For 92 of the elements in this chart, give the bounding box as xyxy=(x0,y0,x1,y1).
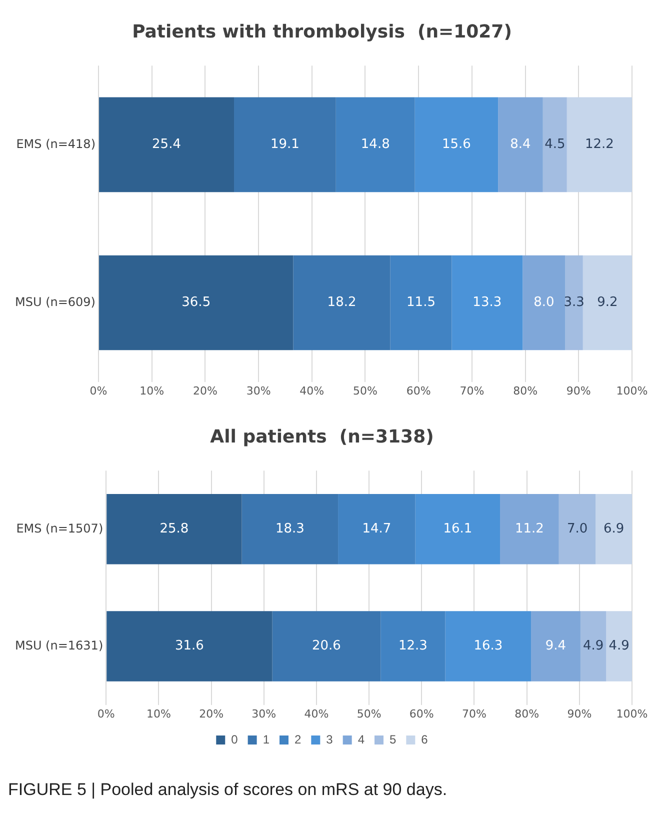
legend-label: 2 xyxy=(294,732,302,746)
bar xyxy=(390,255,452,350)
data-label: 12.3 xyxy=(398,638,428,654)
x-tick-label: 20% xyxy=(192,384,218,398)
bar xyxy=(336,97,415,192)
data-label: 9.2 xyxy=(597,295,618,310)
x-tick-label: 90% xyxy=(566,384,591,398)
bar xyxy=(542,97,567,192)
data-label: 16.3 xyxy=(474,638,503,654)
x-tick-label: 0% xyxy=(97,707,115,720)
x-tick-label: 40% xyxy=(300,384,324,398)
x-tick-label: 50% xyxy=(353,384,378,398)
x-tick-label: 100% xyxy=(616,384,648,398)
bar xyxy=(580,611,606,682)
bar xyxy=(565,255,583,350)
data-label: 7.0 xyxy=(566,522,588,537)
data-label: 14.8 xyxy=(360,137,390,152)
data-label: 15.6 xyxy=(442,137,471,152)
data-label: 16.1 xyxy=(443,522,472,537)
chart-title: Patients with thrombolysis (n=1027) xyxy=(132,21,512,42)
bar xyxy=(566,97,632,192)
data-label: 18.3 xyxy=(275,522,304,537)
data-label: 14.7 xyxy=(362,522,392,537)
bar xyxy=(452,255,523,350)
data-label: 20.6 xyxy=(312,638,341,654)
data-label: 13.3 xyxy=(472,295,502,310)
x-tick-label: 40% xyxy=(304,707,329,720)
data-label: 4.9 xyxy=(608,638,630,654)
bar xyxy=(531,611,580,682)
bar xyxy=(445,611,532,682)
y-tick-label: EMS (n=418) xyxy=(16,136,96,151)
bar xyxy=(415,494,500,564)
data-label: 11.5 xyxy=(406,295,436,310)
bar xyxy=(582,255,632,350)
bar xyxy=(500,494,559,564)
legend-label: 6 xyxy=(421,732,428,746)
bar xyxy=(272,611,381,682)
x-tick-label: 90% xyxy=(567,707,592,720)
legend-label: 1 xyxy=(262,732,270,746)
y-tick-label: EMS (n=1507) xyxy=(16,521,104,536)
data-label: 4.5 xyxy=(544,137,566,152)
data-label: 31.6 xyxy=(174,638,204,654)
x-tick-label: 60% xyxy=(409,707,434,720)
x-tick-label: 30% xyxy=(252,707,276,720)
x-tick-label: 0% xyxy=(90,384,108,398)
bar xyxy=(242,494,338,564)
y-tick-label: MSU (n=1631) xyxy=(14,638,104,652)
data-label: 9.4 xyxy=(545,638,566,654)
bar xyxy=(596,494,632,564)
bar xyxy=(558,494,596,564)
bar xyxy=(606,611,632,682)
legend-label: 5 xyxy=(390,732,397,746)
bar xyxy=(522,255,566,350)
x-tick-label: 50% xyxy=(356,707,382,720)
caption: FIGURE 5 | Pooled analysis of scores on mRS at 90 days. xyxy=(7,779,448,800)
x-tick-label: 60% xyxy=(406,384,431,398)
x-tick-label: 20% xyxy=(199,707,224,720)
bar xyxy=(293,255,390,350)
legend-label: 4 xyxy=(358,732,365,746)
x-tick-label: 70% xyxy=(462,707,486,720)
data-label: 8.0 xyxy=(534,295,554,310)
data-label: 18.2 xyxy=(327,295,356,310)
data-label: 25.8 xyxy=(160,522,189,537)
x-tick-label: 80% xyxy=(513,384,538,398)
legend-label: 3 xyxy=(326,732,334,746)
bar xyxy=(98,255,294,350)
x-tick-label: 10% xyxy=(140,384,164,398)
legend-label: 0 xyxy=(231,732,238,746)
data-label: 12.2 xyxy=(584,137,614,152)
x-tick-label: 80% xyxy=(514,707,540,720)
y-tick-label: MSU (n=609) xyxy=(14,294,96,309)
data-label: 19.1 xyxy=(270,137,300,152)
x-tick-label: 30% xyxy=(246,384,271,398)
x-tick-label: 70% xyxy=(460,384,484,398)
data-label: 6.9 xyxy=(604,522,624,537)
bar xyxy=(234,97,336,192)
x-tick-label: 10% xyxy=(146,707,171,720)
bar xyxy=(98,97,234,192)
x-tick-label: 100% xyxy=(616,707,648,720)
chart-title: All patients (n=3138) xyxy=(210,426,434,448)
bar xyxy=(498,97,543,192)
bar xyxy=(106,494,242,564)
bar xyxy=(414,97,498,192)
data-label: 3.3 xyxy=(564,295,584,310)
bar xyxy=(380,611,446,682)
data-label: 36.5 xyxy=(182,295,211,310)
data-label: 4.9 xyxy=(583,638,604,654)
data-label: 8.4 xyxy=(510,137,531,152)
bar xyxy=(106,611,272,682)
data-label: 25.4 xyxy=(152,137,181,152)
bar xyxy=(338,494,416,564)
data-label: 11.2 xyxy=(514,522,544,537)
